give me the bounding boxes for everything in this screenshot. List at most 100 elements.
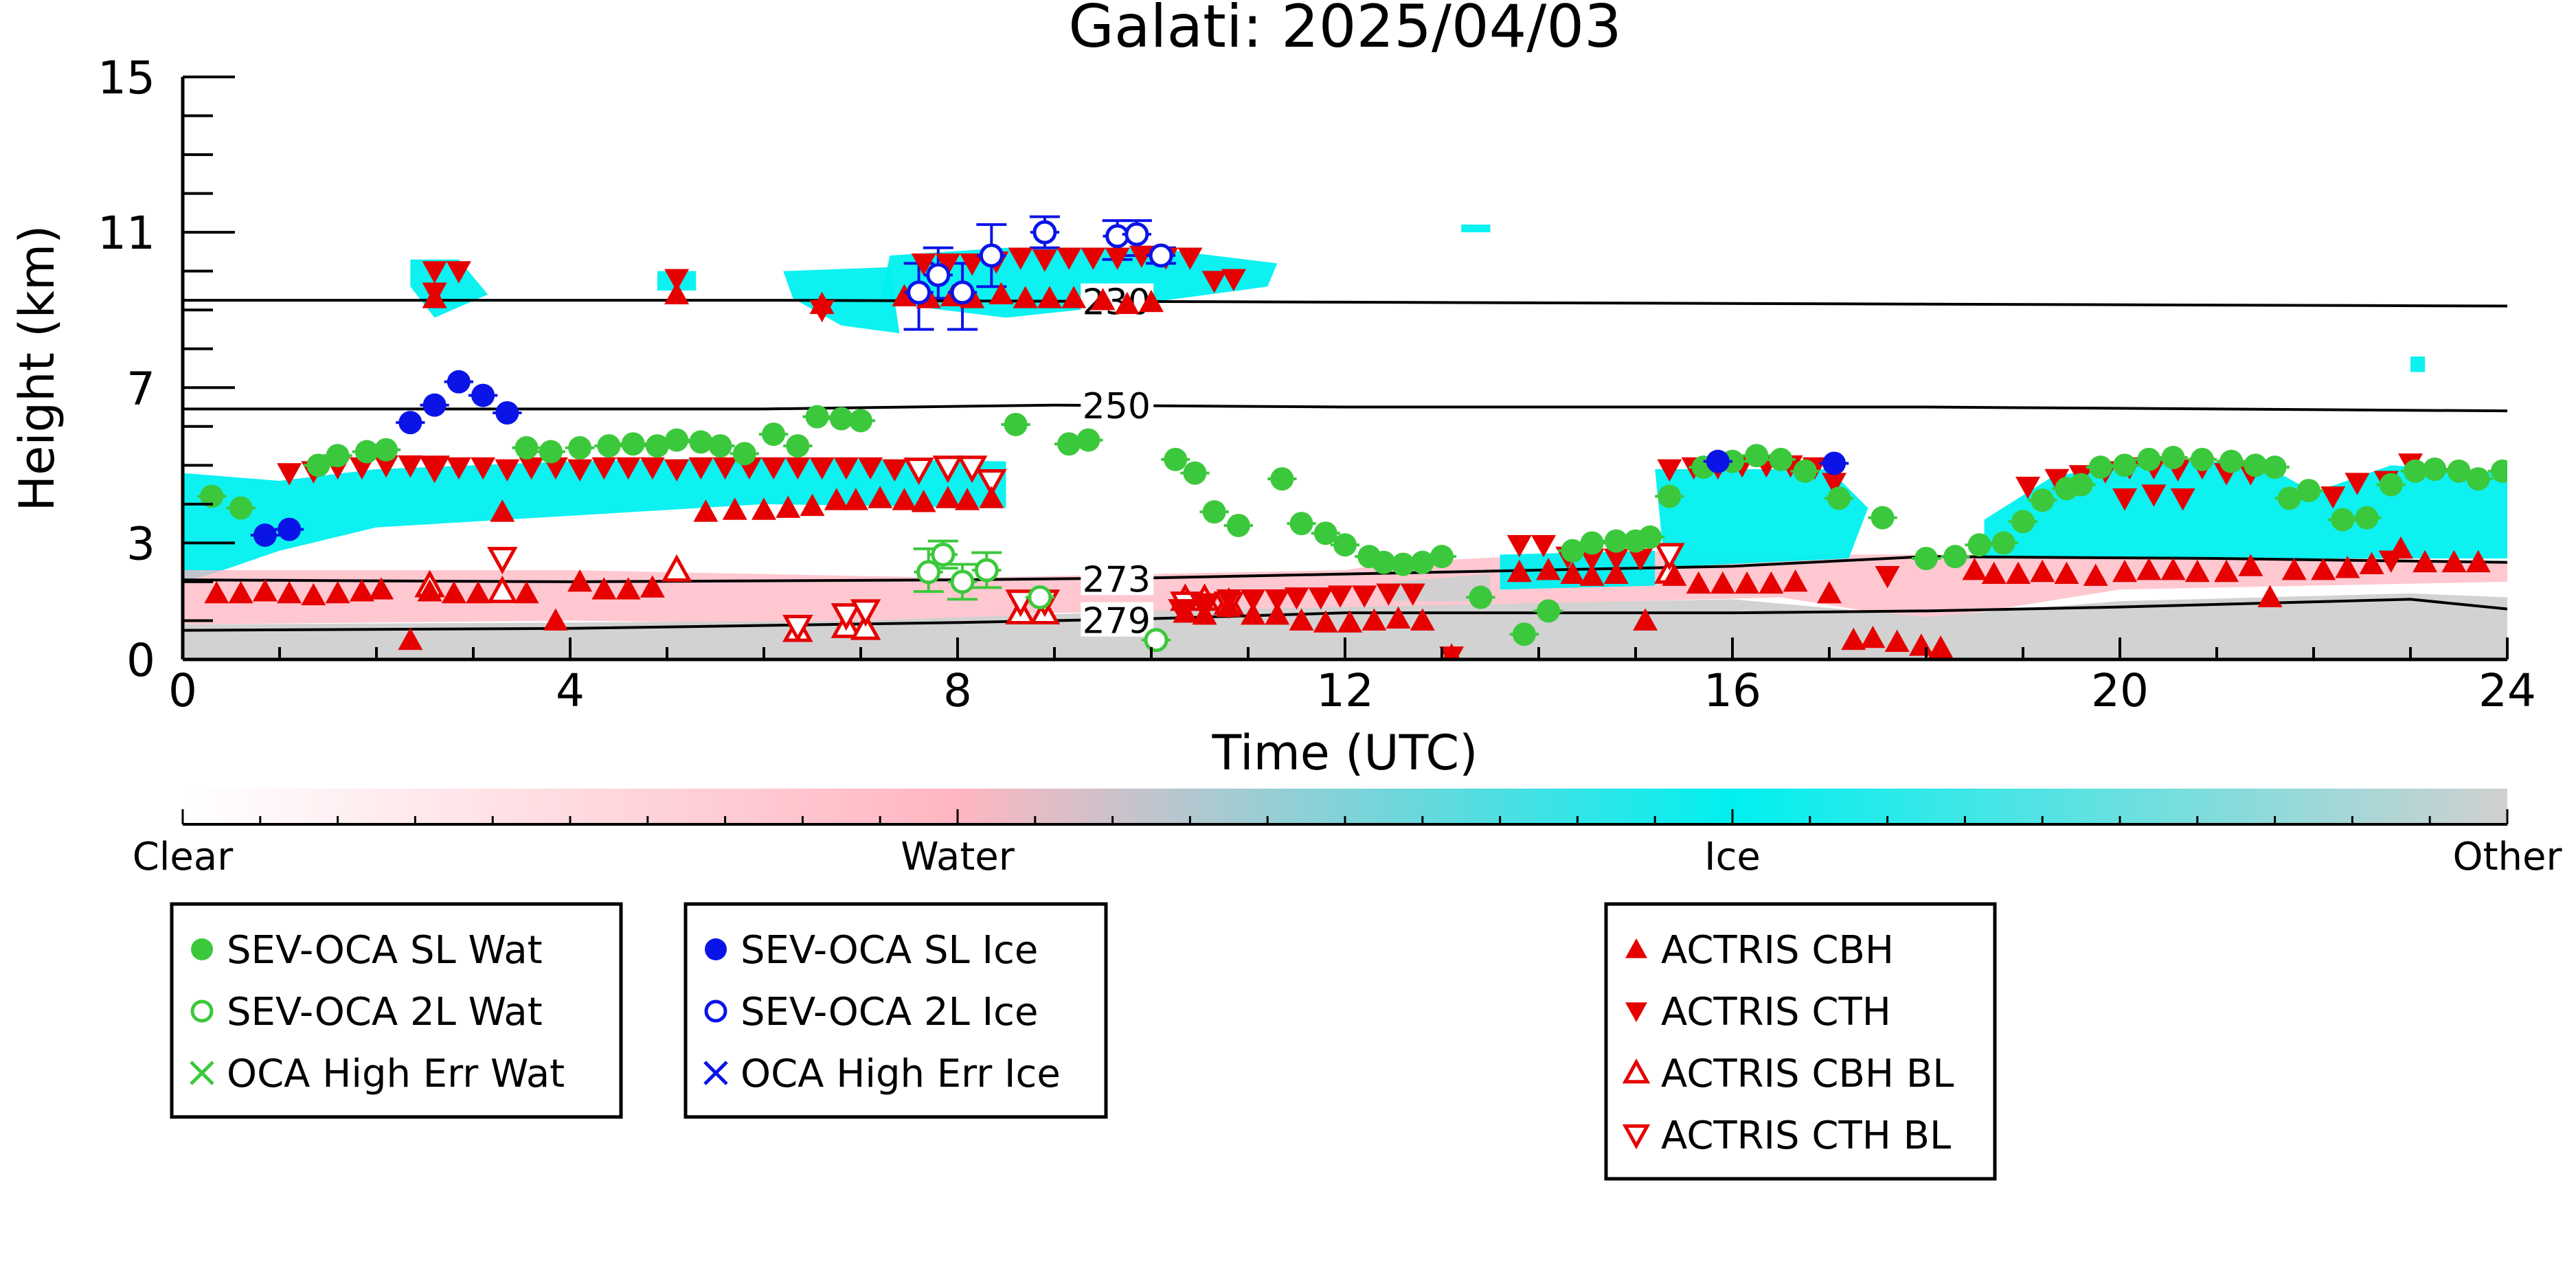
actris-cbh-marker <box>693 499 719 522</box>
legend-entry-label: ACTRIS CTH <box>1661 990 1891 1035</box>
sev-oca-sl-wat-point <box>568 436 592 460</box>
actris-cbh-marker <box>1313 610 1338 633</box>
sev-oca-sl-wat-point <box>306 453 330 477</box>
sev-oca-sl-wat-point <box>1658 484 1682 508</box>
actris-cbh-marker <box>1579 563 1605 586</box>
actris-cth-marker <box>277 463 302 486</box>
actris-cth-marker <box>1875 566 1900 589</box>
sev-oca-sl-wat-point <box>515 436 539 460</box>
sev-oca-sl-wat-point <box>200 484 224 508</box>
sev-oca-sl-wat-point <box>1270 467 1294 491</box>
actris-cbh-marker <box>204 580 229 604</box>
sev-oca-sl-wat-point <box>2296 479 2320 503</box>
actris-cbh-marker <box>664 282 690 304</box>
sev-oca-2l-wat-point <box>1144 628 1168 653</box>
actris-cbh-marker <box>2030 559 2055 583</box>
actris-cth-marker <box>664 269 690 291</box>
actris-cbh-marker <box>1289 608 1314 631</box>
sev-oca-sl-wat-point <box>1313 521 1337 545</box>
actris-cth-marker <box>2112 488 2138 511</box>
actris-cth-bl-marker <box>487 547 518 575</box>
actris-cbh-marker <box>1884 629 1910 652</box>
actris-cbh-marker <box>1735 571 1760 594</box>
actris-cbh-marker <box>1139 289 1164 313</box>
sev-oca-sl-wat-point <box>1745 444 1769 468</box>
actris-cbh-marker <box>1633 608 1658 631</box>
isotherm-label: 250 <box>1083 386 1151 427</box>
y-tick-label: 11 <box>98 207 155 260</box>
sev-oca-sl-wat-point <box>621 432 645 456</box>
actris-cbh-marker <box>2054 561 2079 585</box>
actris-cth-bl-marker <box>782 615 813 643</box>
actris-cbh-bl-marker <box>850 612 881 640</box>
sev-oca-sl-wat-point <box>2088 455 2112 479</box>
actris-cbh-marker <box>1560 561 1585 585</box>
sev-oca-2l-ice-point <box>907 280 931 305</box>
sev-oca-2l-ice-point <box>950 280 975 305</box>
legend-entry-label: SEV-OCA 2L Ice <box>741 990 1038 1035</box>
actris-cth-marker <box>2170 488 2195 511</box>
sev-oca-sl-wat-point <box>2447 459 2471 483</box>
actris-cth-marker <box>1628 548 1653 572</box>
x-tick-label: 20 <box>2091 664 2149 717</box>
actris-cth-marker <box>688 457 714 480</box>
actris-cbh-marker <box>567 569 593 592</box>
actris-cbh-marker <box>1090 288 1116 310</box>
actris-cth-marker <box>1216 589 1241 612</box>
actris-cbh-marker <box>349 579 374 602</box>
actris-cbh-marker <box>1410 608 1435 631</box>
actris-cbh-marker <box>514 580 539 604</box>
actris-cth-marker <box>1327 585 1353 608</box>
actris-cbh-marker <box>868 486 893 508</box>
sev-oca-sl-ice-point <box>495 401 519 425</box>
actris-cbh-marker <box>1817 580 1842 604</box>
actris-cth-marker <box>1241 589 1266 612</box>
sev-oca-sl-wat-point <box>2031 488 2055 512</box>
cloud-region-ice <box>1655 468 1868 567</box>
sev-oca-sl-ice-point <box>471 383 495 407</box>
actris-cth-marker <box>1032 249 1057 272</box>
sev-oca-sl-ice-point <box>1822 451 1846 475</box>
actris-cbh-marker <box>543 608 568 631</box>
sev-oca-sl-wat-point <box>2244 453 2268 477</box>
actris-cbh-marker <box>2465 550 2491 573</box>
cloud-region-ice <box>183 457 1006 582</box>
sev-oca-2l-wat-point <box>950 569 975 594</box>
sev-oca-sl-wat-point <box>2490 459 2507 483</box>
legends: SEV-OCA SL Wat SEV-OCA 2L Wat OCA High Err… <box>170 902 1997 1181</box>
sev-oca-sl-wat-point <box>689 430 713 454</box>
sev-oca-2l-ice-point <box>979 243 1004 268</box>
actris-cbh-marker <box>2136 557 2162 580</box>
actris-cbh-marker <box>2335 556 2360 578</box>
sev-oca-2l-ice-point <box>1125 222 1149 247</box>
sev-oca-sl-wat-point <box>1967 533 1991 557</box>
sev-oca-2l-wat-point <box>916 560 941 585</box>
legend-entry-label: ACTRIS CBH BL <box>1661 1052 1954 1096</box>
actris-cth-marker <box>2015 477 2041 499</box>
actris-cbh-bl-marker <box>487 575 518 603</box>
actris-cbh-marker <box>1841 627 1866 651</box>
actris-cbh-marker <box>1386 606 1411 629</box>
actris-cbh-marker <box>935 486 960 508</box>
actris-cth-bl-marker <box>831 603 862 631</box>
actris-cth-marker <box>471 457 496 480</box>
filled-circle-icon <box>705 938 727 960</box>
actris-cth-marker <box>1168 599 1193 622</box>
sev-oca-sl-ice-point <box>253 523 277 547</box>
sev-oca-sl-wat-point <box>1769 447 1793 471</box>
sev-oca-sl-wat-point <box>1004 412 1028 436</box>
actris-cbh-marker <box>2441 550 2467 573</box>
actris-cbh-marker <box>2311 557 2336 580</box>
x-axis-label: Time (UTC) <box>1212 725 1478 781</box>
actris-cth-marker <box>1265 589 1290 612</box>
open-triangle-up-icon <box>1622 1058 1651 1084</box>
actris-cbh-bl-marker <box>661 554 692 582</box>
actris-cth-marker <box>591 457 617 480</box>
sev-oca-sl-wat-point <box>1871 506 1895 530</box>
actris-cbh-marker <box>2184 559 2210 583</box>
actris-cth-marker <box>374 455 399 478</box>
legend-entry-label: ACTRIS CTH BL <box>1661 1114 1951 1158</box>
actris-cbh-marker <box>752 497 776 520</box>
